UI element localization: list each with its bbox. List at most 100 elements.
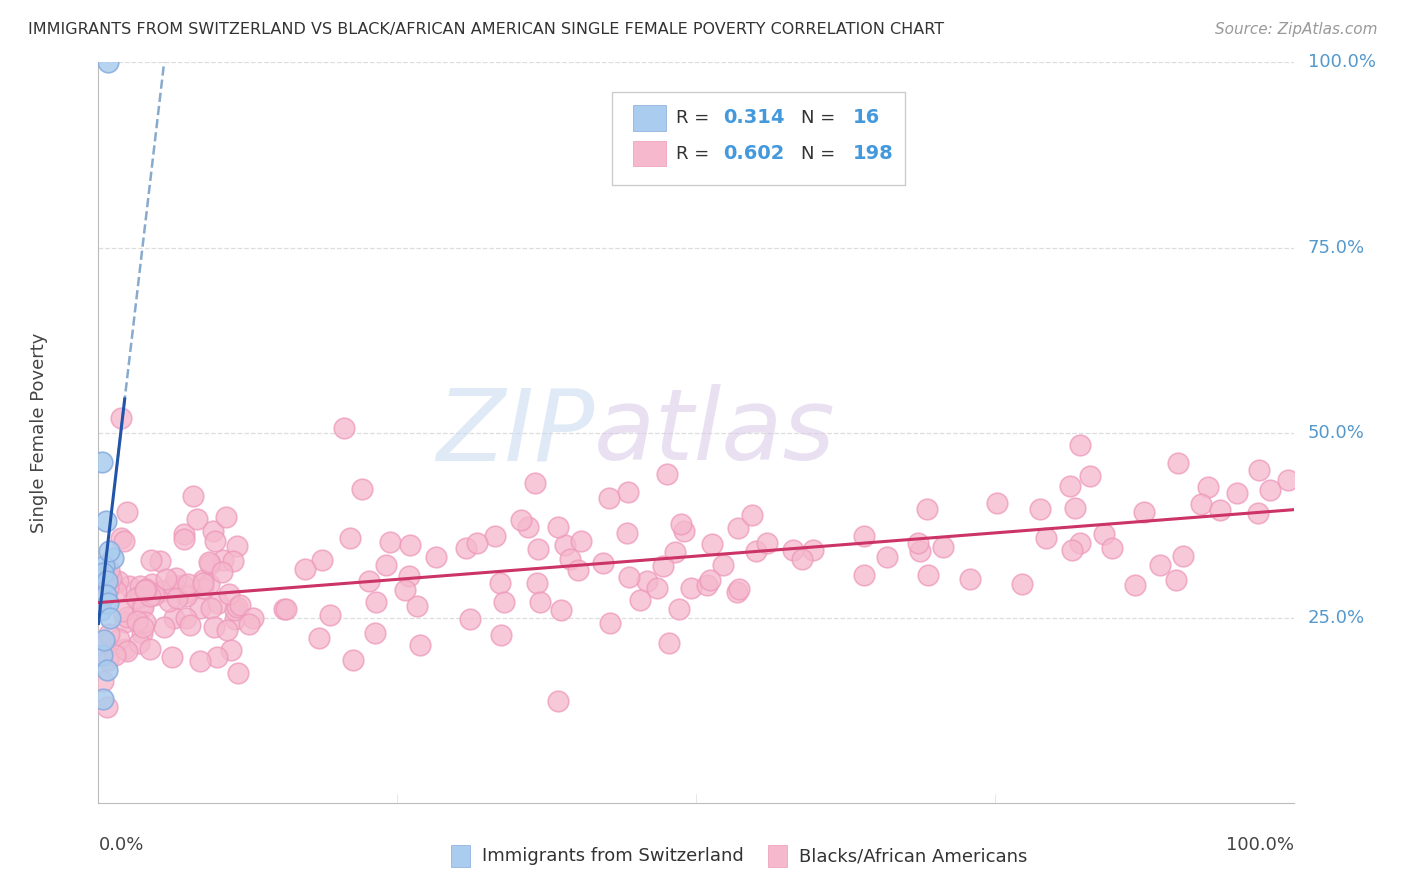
Point	[273, 602, 295, 616]
Point	[364, 594, 387, 608]
Point	[458, 612, 481, 626]
Point	[138, 590, 160, 604]
Point	[97, 653, 120, 667]
Text: Immigrants from Switzerland: Immigrants from Switzerland	[482, 847, 744, 865]
Point	[172, 577, 194, 591]
Point	[177, 577, 200, 591]
Text: 75.0%: 75.0%	[1308, 238, 1365, 257]
Point	[207, 650, 229, 665]
Point	[198, 577, 221, 591]
Point	[592, 556, 614, 570]
Point	[96, 574, 118, 588]
Point	[517, 519, 540, 533]
Text: 0.602: 0.602	[724, 144, 785, 163]
Point	[569, 533, 592, 548]
Point	[134, 582, 156, 597]
Point	[134, 615, 156, 630]
Point	[398, 569, 420, 583]
Point	[132, 620, 155, 634]
Point	[91, 455, 114, 469]
Point	[523, 476, 546, 491]
Point	[90, 591, 112, 606]
Point	[628, 593, 651, 607]
Point	[211, 566, 233, 580]
Point	[619, 570, 641, 584]
Point	[91, 692, 114, 706]
Point	[598, 491, 620, 506]
Text: Blacks/African Americans: Blacks/African Americans	[799, 847, 1028, 865]
Point	[191, 576, 214, 591]
FancyBboxPatch shape	[613, 92, 905, 185]
Point	[1101, 541, 1123, 556]
Point	[409, 638, 432, 652]
Point	[166, 591, 188, 606]
Point	[1171, 549, 1194, 563]
Point	[931, 540, 953, 554]
Point	[188, 600, 211, 615]
Text: 16: 16	[852, 109, 880, 128]
Point	[1035, 531, 1057, 545]
Point	[1226, 485, 1249, 500]
Point	[711, 558, 734, 572]
Point	[98, 563, 121, 577]
Point	[186, 512, 208, 526]
Point	[111, 604, 134, 618]
Point	[668, 601, 690, 615]
Point	[510, 513, 533, 527]
Point	[114, 641, 136, 656]
Point	[101, 578, 124, 592]
Point	[308, 631, 330, 645]
Point	[174, 589, 197, 603]
Text: IMMIGRANTS FROM SWITZERLAND VS BLACK/AFRICAN AMERICAN SINGLE FEMALE POVERTY CORR: IMMIGRANTS FROM SWITZERLAND VS BLACK/AFR…	[28, 22, 945, 37]
Point	[727, 582, 749, 596]
Point	[124, 591, 146, 605]
Point	[202, 524, 225, 539]
Point	[454, 541, 477, 555]
Text: N =: N =	[801, 109, 841, 127]
Point	[104, 648, 127, 663]
Point	[1069, 535, 1091, 549]
Point	[141, 577, 163, 591]
Point	[131, 599, 153, 614]
Point	[91, 648, 114, 662]
Point	[219, 643, 242, 657]
Point	[364, 626, 387, 640]
Text: Source: ZipAtlas.com: Source: ZipAtlas.com	[1215, 22, 1378, 37]
Point	[1167, 456, 1189, 470]
Point	[114, 615, 136, 629]
Bar	[633, 141, 666, 167]
Point	[214, 510, 236, 524]
Point	[465, 536, 488, 550]
Point	[198, 555, 221, 569]
Point	[1197, 480, 1219, 494]
Text: R =: R =	[676, 109, 714, 127]
Point	[129, 589, 152, 603]
Point	[94, 636, 117, 650]
Point	[202, 620, 225, 634]
Point	[127, 614, 149, 628]
Point	[986, 495, 1008, 509]
Point	[129, 579, 152, 593]
Point	[727, 520, 749, 534]
Point	[378, 535, 401, 549]
Point	[489, 575, 512, 590]
Point	[526, 576, 548, 591]
Text: 25.0%: 25.0%	[1308, 608, 1365, 627]
Point	[1069, 438, 1091, 452]
Point	[153, 619, 176, 633]
Point	[204, 533, 226, 548]
Point	[853, 568, 876, 582]
Point	[527, 542, 550, 557]
Point	[394, 583, 416, 598]
Point	[755, 536, 778, 550]
Point	[1092, 527, 1115, 541]
Point	[139, 642, 162, 657]
Point	[1247, 462, 1270, 476]
Point	[135, 582, 157, 597]
Point	[97, 55, 120, 70]
Point	[658, 636, 681, 650]
Text: ZIP: ZIP	[436, 384, 595, 481]
Point	[664, 545, 686, 559]
Point	[207, 596, 229, 610]
Point	[547, 694, 569, 708]
